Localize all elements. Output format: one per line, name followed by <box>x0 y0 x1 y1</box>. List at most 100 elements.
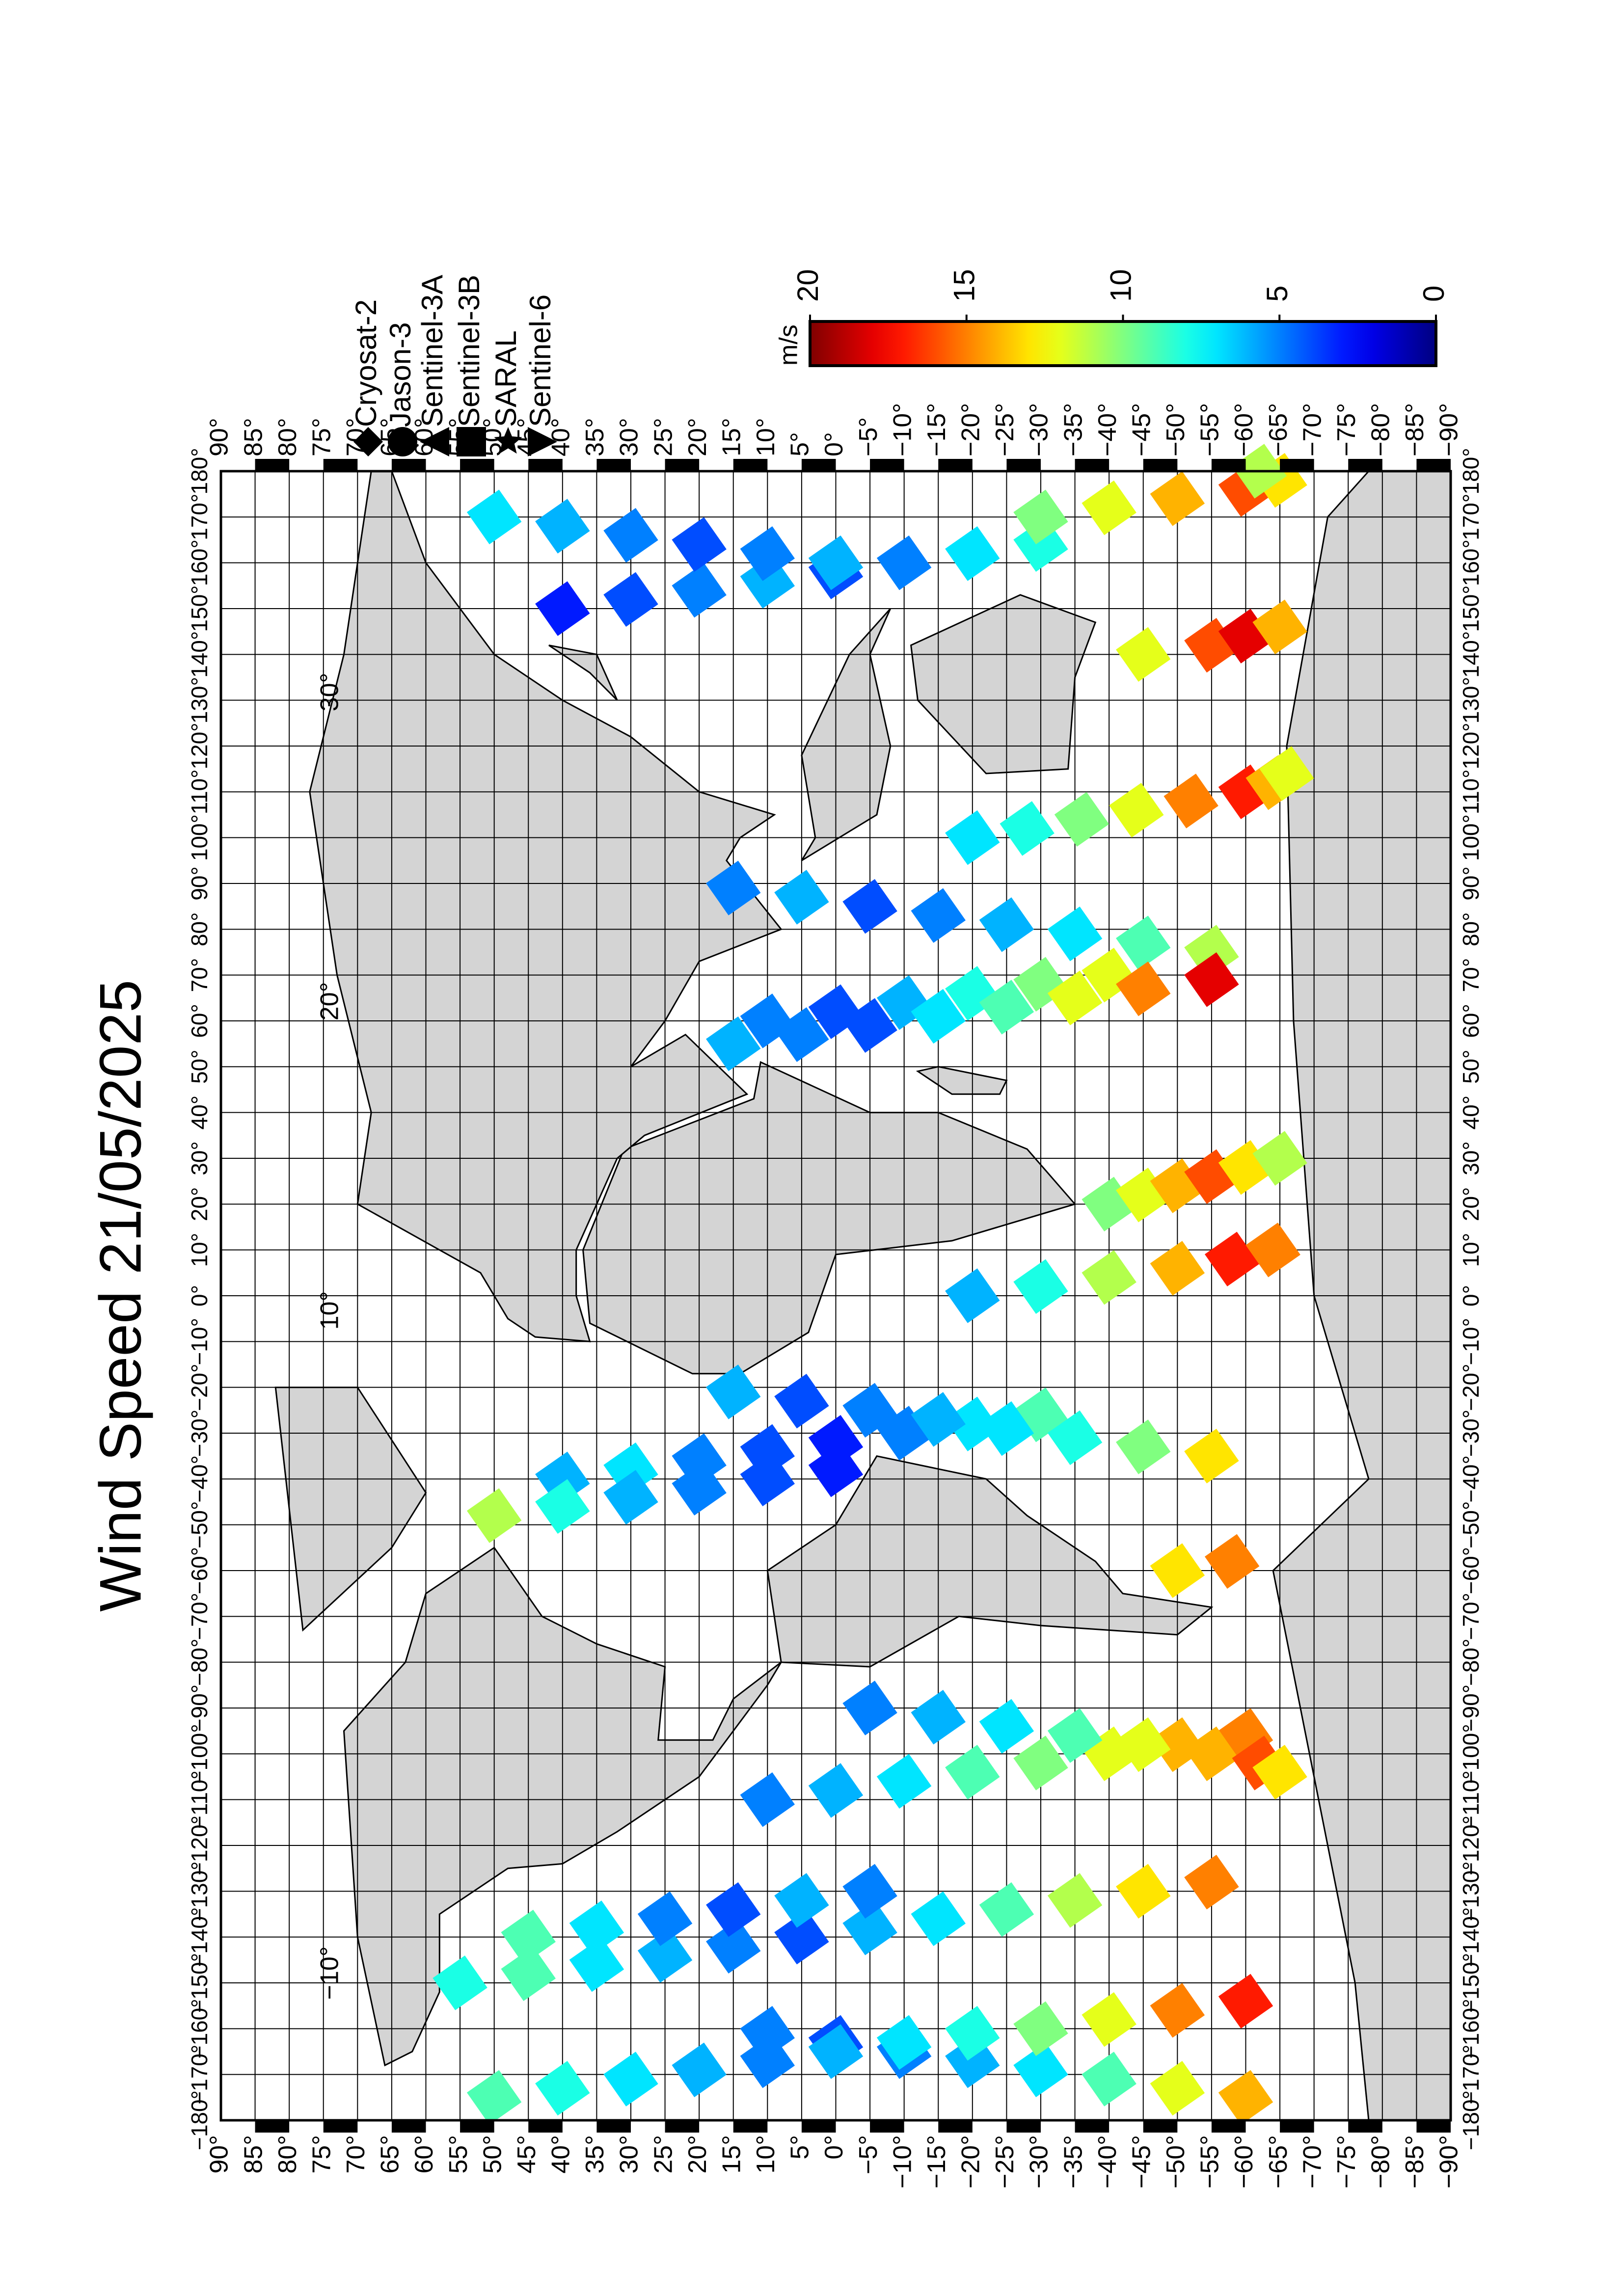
wind-sample <box>1245 1222 1300 1278</box>
frame-bar <box>938 459 973 471</box>
wind-sample <box>1000 801 1055 856</box>
legend-label: SARAL <box>489 330 522 427</box>
lat-tick-label: 30° <box>615 2135 644 2174</box>
colorbar-tick-label: 10 <box>1104 269 1137 302</box>
land <box>916 1066 1008 1095</box>
wind-sample <box>1184 952 1239 1007</box>
lat-tick-label: 80° <box>273 418 302 456</box>
legend-marker <box>457 427 486 456</box>
wind-sample <box>740 526 795 581</box>
lat-tick-label: −90° <box>1435 2135 1463 2189</box>
wind-sample <box>1013 1259 1068 1314</box>
lon-tick-label: −170° <box>1458 2045 1484 2105</box>
wind-sample <box>945 1268 1000 1323</box>
lat-tick-label: 35° <box>581 2135 609 2174</box>
lat-tick-label: −35° <box>1059 2135 1087 2189</box>
lat-tick-label: −55° <box>1196 2135 1224 2189</box>
wind-sample <box>1082 1992 1136 2047</box>
wind-sample <box>979 1699 1034 1754</box>
lon-tick-label: −90° <box>1458 1684 1484 1732</box>
lon-tick-label: 70° <box>187 958 212 992</box>
lat-tick-label: −80° <box>1367 403 1395 456</box>
lon-tick-label: 70° <box>1458 958 1484 992</box>
frame-bar <box>596 459 631 471</box>
chart-title: Wind Speed 21/05/2025 <box>88 980 154 1612</box>
lon-tick-label: 160° <box>187 539 212 586</box>
wind-sample <box>706 1919 761 1974</box>
lat-tick-label: 90° <box>205 418 234 456</box>
wind-sample <box>911 1689 966 1745</box>
frame-bar <box>870 2120 904 2133</box>
lon-tick-label: 110° <box>1458 769 1484 814</box>
wind-sample <box>1013 489 1068 545</box>
lon-tick-label: −160° <box>187 1999 212 2058</box>
colorbar-tick-label: 5 <box>1261 286 1294 302</box>
frame-bar <box>255 459 290 471</box>
lon-tick-label: −40° <box>1458 1455 1484 1502</box>
wind-sample <box>1116 627 1171 682</box>
lat-tick-label: −45° <box>1127 403 1156 456</box>
wind-sample <box>672 562 727 618</box>
lon-tick-label: −130° <box>1458 1861 1484 1921</box>
wind-sample <box>911 988 966 1044</box>
wind-sample <box>672 2042 727 2098</box>
lon-tick-label: 110° <box>187 769 212 814</box>
lon-tick-label: 120° <box>187 722 212 769</box>
lon-tick-label: −70° <box>1458 1593 1484 1640</box>
lat-tick-label: −85° <box>1401 403 1429 456</box>
wind-sample <box>842 1383 897 1438</box>
lat-tick-label: −90° <box>1435 403 1463 456</box>
annotation: 10° <box>316 1291 344 1330</box>
wind-sample <box>1150 1241 1205 1296</box>
annotation: 20° <box>316 982 344 1021</box>
plot-frame <box>219 470 1452 2122</box>
lat-tick-label: 90° <box>205 2135 234 2174</box>
lon-tick-label: 170° <box>1458 494 1484 540</box>
lat-tick-label: −75° <box>1332 2135 1361 2189</box>
lat-tick-label: 80° <box>273 2135 302 2174</box>
wind-sample <box>1116 1717 1171 1772</box>
lon-tick-label: −110° <box>187 1770 212 1829</box>
lat-tick-label: 75° <box>307 418 336 456</box>
wind-sample <box>1116 961 1171 1016</box>
wind-sample <box>1013 2042 1068 2098</box>
wind-sample <box>1013 1735 1068 1790</box>
wind-sample <box>706 1364 761 1419</box>
lon-tick-label: 100° <box>187 814 212 861</box>
wind-sample <box>842 1681 897 1735</box>
lat-tick-label: 0° <box>820 2135 848 2160</box>
wind-sample <box>1047 1410 1103 1466</box>
wind-sample <box>535 581 590 636</box>
lon-tick-label: −60° <box>187 1547 212 1594</box>
frame-layer <box>219 459 1452 2133</box>
frame-bar <box>391 2120 426 2133</box>
wind-sample <box>774 1909 829 1965</box>
colorbar-tick-label: 15 <box>948 269 981 302</box>
lon-tick-label: −120° <box>187 1815 212 1875</box>
wind-sample <box>876 2015 932 2070</box>
lon-tick-label: 60° <box>1458 1004 1484 1038</box>
wind-sample <box>603 2052 658 2107</box>
lat-tick-label: −70° <box>1298 403 1326 456</box>
lon-tick-label: −30° <box>1458 1410 1484 1457</box>
frame-bar <box>323 2120 358 2133</box>
lat-tick-label: 25° <box>649 2135 677 2174</box>
lon-tick-label: −80° <box>1458 1638 1484 1685</box>
lat-tick-label: −20° <box>957 403 985 456</box>
lon-tick-label: −130° <box>187 1861 212 1921</box>
lat-tick-label: 60° <box>410 2135 438 2174</box>
lon-tick-label: −100° <box>1458 1724 1484 1784</box>
wind-sample <box>740 1451 795 1507</box>
wind-sample <box>1047 906 1103 961</box>
frame-bar <box>733 2120 768 2133</box>
lon-tick-label: 10° <box>187 1233 212 1267</box>
frame-bar <box>1348 2120 1382 2133</box>
lat-tick-label: −45° <box>1127 2135 1156 2189</box>
lat-tick-label: 15° <box>717 2135 746 2174</box>
lon-tick-label: 50° <box>1458 1050 1484 1084</box>
frame-bar <box>938 2120 973 2133</box>
frame-bar <box>801 459 836 471</box>
frame-bar <box>870 459 904 471</box>
wind-sample <box>808 535 864 590</box>
lat-tick-label: −15° <box>922 2135 951 2189</box>
